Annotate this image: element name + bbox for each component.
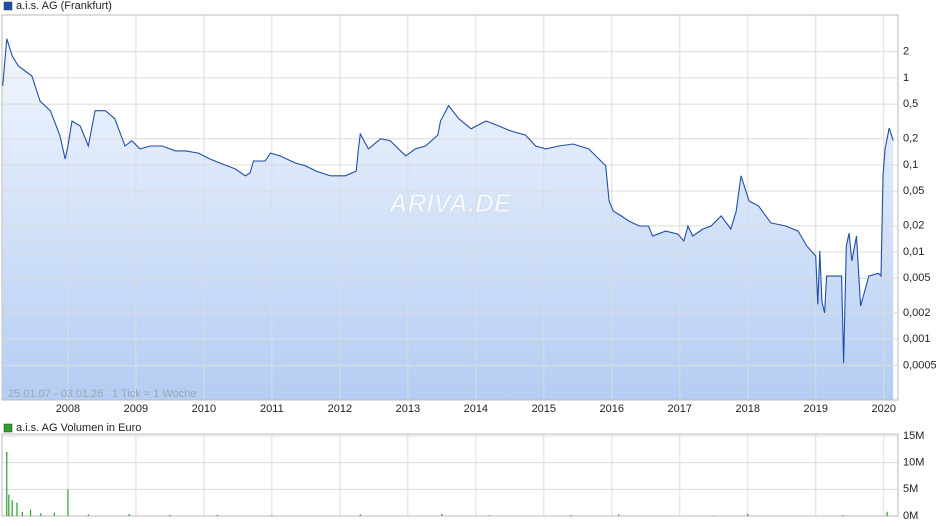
volume-bar (8, 494, 10, 516)
x-tick-label: 2018 (736, 403, 760, 415)
x-tick-label: 2019 (803, 403, 827, 415)
y-tick-label: 0,002 (903, 307, 931, 319)
y-tick-label: 0,1 (903, 159, 918, 171)
volume-bar (29, 509, 32, 516)
legend-swatch (3, 423, 13, 433)
volume-bar (886, 511, 888, 516)
x-tick-label: 2013 (396, 403, 420, 415)
date-range: 25.01.07 - 03.01.26 (8, 388, 103, 400)
volume-bar (570, 514, 572, 516)
price-line (2, 38, 894, 364)
area (2, 38, 894, 401)
volume-bar (40, 513, 42, 516)
volume-bar (271, 515, 273, 516)
x-tick-label: 2014 (464, 403, 488, 415)
volume-bar (53, 512, 55, 516)
legend-label: a.i.s. AG Volumen in Euro (16, 422, 141, 434)
x-tick-label: 2008 (56, 403, 80, 415)
y-tick-label: 10M (903, 457, 924, 469)
volume-bar (21, 511, 23, 516)
volume-bar (6, 452, 8, 516)
x-tick-label: 2015 (532, 403, 556, 415)
y-tick-label: 2 (903, 46, 909, 58)
x-tick-label: 2016 (600, 403, 624, 415)
y-tick-label: 5M (903, 483, 918, 495)
x-tick-label: 2012 (328, 403, 352, 415)
y-tick-label: 0,2 (903, 133, 918, 145)
x-tick-label: 2020 (871, 403, 895, 415)
x-tick-label: 2011 (260, 403, 284, 415)
y-tick-label: 1 (903, 72, 909, 84)
legend-label: a.i.s. AG (Frankfurt) (16, 0, 112, 12)
y-tick-label: 15M (903, 430, 924, 442)
tick-info: 1 Tick = 1 Woche (112, 388, 196, 400)
y-tick-label: 0,02 (903, 220, 924, 232)
volume-bar (16, 502, 18, 516)
volume-bar (216, 514, 219, 516)
volume-bar (842, 514, 844, 516)
volume-bar (67, 489, 69, 516)
watermark: ARIVA.DE (388, 188, 512, 218)
x-tick-label: 2017 (668, 403, 692, 415)
volume-bar (169, 514, 171, 516)
volume-bar (488, 515, 491, 516)
volume-bar (11, 500, 13, 516)
volume-bar (128, 513, 130, 516)
legend-swatch (3, 1, 13, 11)
x-tick-label: 2009 (124, 403, 148, 415)
y-tick-label: 0M (903, 510, 918, 522)
y-tick-label: 0,01 (903, 246, 924, 258)
plot-frame (1, 14, 899, 401)
y-tick-label: 0,0005 (903, 359, 937, 371)
y-tick-label: 0,05 (903, 185, 924, 197)
volume-bar (617, 514, 620, 516)
x-tick-label: 2010 (192, 403, 216, 415)
y-tick-label: 0,001 (903, 333, 931, 345)
plot-frame (1, 433, 899, 517)
volume-bar (359, 514, 361, 516)
volume-bar (441, 513, 443, 516)
volume-bar (87, 514, 89, 516)
volume-bar (713, 515, 715, 516)
y-tick-label: 0,5 (903, 98, 918, 110)
volume-bar (747, 513, 749, 516)
y-tick-label: 0,005 (903, 272, 931, 284)
